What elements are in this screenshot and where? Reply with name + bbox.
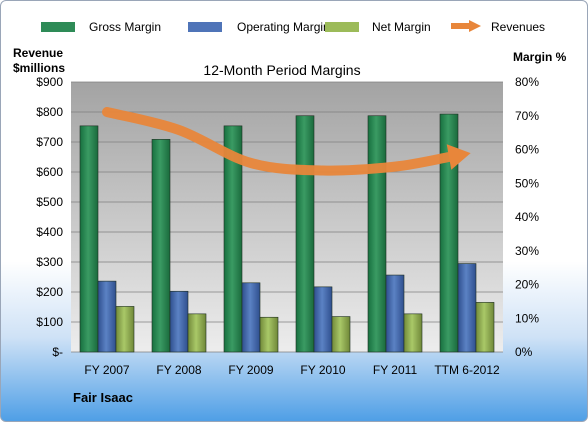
operating-margin-bar [457, 263, 477, 353]
left-tick-label: $700 [36, 135, 63, 149]
right-axis-ticks: 0% 10% 20% 30% 40% 50% 60% 70% 80% [515, 75, 539, 359]
left-tick-label: $900 [36, 75, 63, 89]
operating-margin-bar [97, 280, 117, 353]
right-axis-label: Margin % [513, 50, 567, 64]
legend-label-operating: Operating Margin [237, 20, 330, 34]
net-margin-bar [475, 302, 495, 353]
revenue-arrowhead [446, 144, 471, 170]
gross-margin-bar [367, 115, 387, 353]
legend-swatch-gross [41, 22, 75, 32]
gross-margin-bar [151, 139, 171, 353]
legend-swatch-net [325, 22, 359, 32]
plot-area [71, 82, 503, 352]
right-tick-label: 0% [515, 345, 533, 359]
net-margin-bar [187, 313, 207, 353]
net-margin-bar [331, 316, 351, 353]
legend-arrow-revenues [451, 20, 481, 32]
operating-margin-bar [169, 290, 189, 353]
legend-label-revenues: Revenues [491, 20, 545, 34]
left-tick-label: $500 [36, 195, 63, 209]
left-tick-label: $100 [36, 315, 63, 329]
category-labels: FY 2007 FY 2008 FY 2009 FY 2010 FY 2011 TTM 6… [84, 363, 500, 377]
gross-margin-bar [223, 125, 243, 353]
right-tick-label: 20% [515, 278, 539, 292]
chart-title: 12-Month Period Margins [203, 62, 360, 78]
right-tick-label: 70% [515, 109, 539, 123]
right-tick-label: 80% [515, 75, 539, 89]
left-tick-label: $600 [36, 165, 63, 179]
left-axis-label-line2: $millions [13, 61, 65, 75]
left-tick-label: $800 [36, 105, 63, 119]
company-name: Fair Isaac [73, 390, 133, 405]
gridlines [71, 81, 503, 353]
operating-margin-bar [385, 274, 405, 353]
operating-margin-bar [241, 282, 261, 353]
legend-swatch-operating [188, 22, 222, 32]
left-axis-ticks: $- $100 $200 $300 $400 $500 $600 $700 $800 $900 [36, 75, 63, 359]
gross-margin-bar [295, 115, 315, 353]
right-tick-label: 30% [515, 244, 539, 258]
right-tick-label: 10% [515, 311, 539, 325]
net-margin-bar [115, 306, 135, 353]
right-tick-label: 50% [515, 176, 539, 190]
legend: Gross Margin Operating Margin Net Margin… [41, 20, 545, 34]
category-label: FY 2007 [84, 363, 129, 377]
left-tick-label: $- [52, 345, 63, 359]
category-label: FY 2009 [228, 363, 273, 377]
category-label: FY 2011 [373, 363, 418, 377]
operating-margin-bar [313, 286, 333, 353]
revenue-line-group [102, 107, 471, 176]
category-label: FY 2008 [156, 363, 201, 377]
left-axis-label-line1: Revenue [13, 46, 63, 60]
gross-margin-bar [79, 125, 99, 353]
left-tick-label: $200 [36, 285, 63, 299]
revenue-line [102, 107, 454, 176]
left-tick-label: $400 [36, 225, 63, 239]
net-margin-bar [403, 313, 423, 353]
right-tick-label: 40% [515, 210, 539, 224]
left-tick-label: $300 [36, 255, 63, 269]
legend-label-gross: Gross Margin [89, 20, 161, 34]
category-label: FY 2010 [300, 363, 345, 377]
legend-label-net: Net Margin [372, 20, 431, 34]
net-margin-bar [259, 316, 279, 353]
category-label: TTM 6-2012 [434, 363, 500, 377]
right-tick-label: 60% [515, 143, 539, 157]
gross-margin-bar [439, 113, 459, 353]
